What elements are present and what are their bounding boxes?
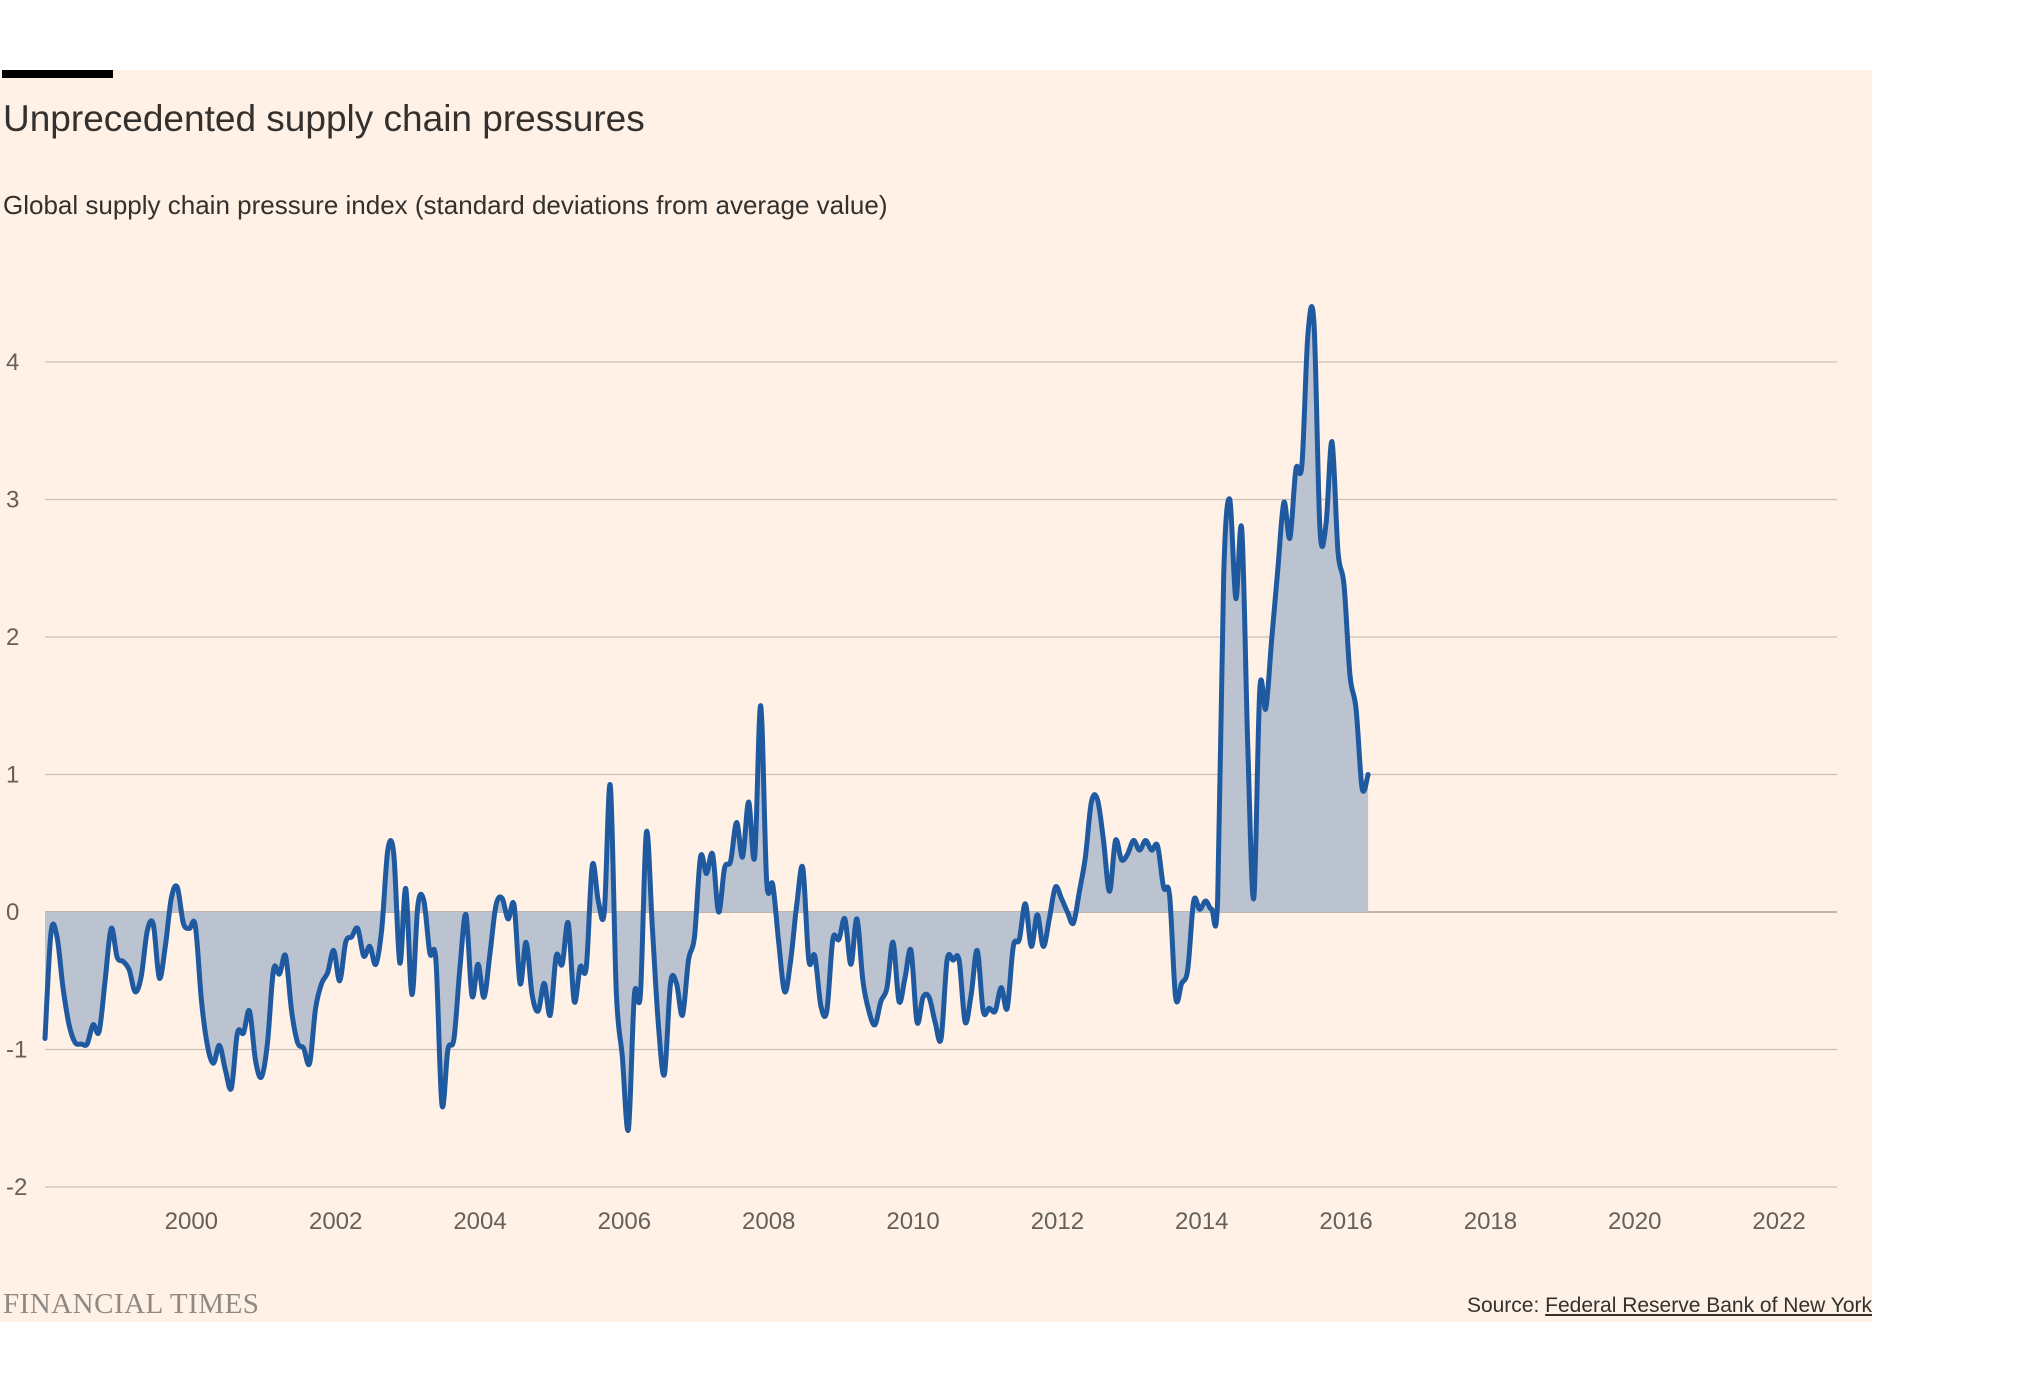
series-line bbox=[42, 304, 1371, 1133]
y-tick-label: -2 bbox=[6, 1174, 27, 1201]
source-label: Source: bbox=[1466, 1294, 1546, 1317]
y-tick-label: 2 bbox=[6, 624, 19, 651]
source-note: Source: Federal Reserve Bank of New York bbox=[1467, 1294, 1872, 1318]
x-tick-label: 2010 bbox=[886, 1208, 939, 1235]
y-tick-label: -1 bbox=[6, 1037, 27, 1064]
chart-subtitle: Global supply chain pressure index (stan… bbox=[3, 190, 888, 220]
y-tick-label: 0 bbox=[6, 899, 19, 926]
x-tick-label: 2022 bbox=[1752, 1208, 1805, 1235]
source-link[interactable]: Federal Reserve Bank of New York bbox=[1545, 1294, 1872, 1317]
y-axis-tick-labels: -2 -1 0 1 2 3 4 bbox=[6, 349, 27, 1201]
brand-top-bar bbox=[2, 70, 113, 78]
x-tick-label: 2008 bbox=[742, 1208, 795, 1235]
y-tick-label: 1 bbox=[6, 762, 19, 789]
x-tick-label: 2014 bbox=[1175, 1208, 1228, 1235]
y-tick-label: 4 bbox=[6, 349, 19, 376]
gridlines bbox=[45, 361, 1837, 1188]
x-tick-label: 2020 bbox=[1608, 1208, 1661, 1235]
x-tick-label: 2006 bbox=[598, 1208, 651, 1235]
financial-times-logo: FINANCIAL TIMES bbox=[3, 1288, 260, 1320]
x-tick-label: 2018 bbox=[1464, 1208, 1517, 1235]
x-tick-label: 2002 bbox=[309, 1208, 362, 1235]
chart-card: Unprecedented supply chain pressures Glo… bbox=[0, 70, 1872, 1322]
y-tick-label: 3 bbox=[6, 487, 19, 514]
x-tick-label: 2012 bbox=[1031, 1208, 1084, 1235]
x-axis-tick-labels: 2000 2002 2004 2006 2008 2010 2012 2014 2016 2018… bbox=[165, 1208, 1806, 1235]
x-tick-label: 2004 bbox=[453, 1208, 506, 1235]
series-area-fill bbox=[45, 306, 1369, 1131]
x-tick-label: 2016 bbox=[1319, 1208, 1372, 1235]
chart-title: Unprecedented supply chain pressures bbox=[3, 98, 645, 139]
x-tick-label: 2000 bbox=[165, 1208, 218, 1235]
